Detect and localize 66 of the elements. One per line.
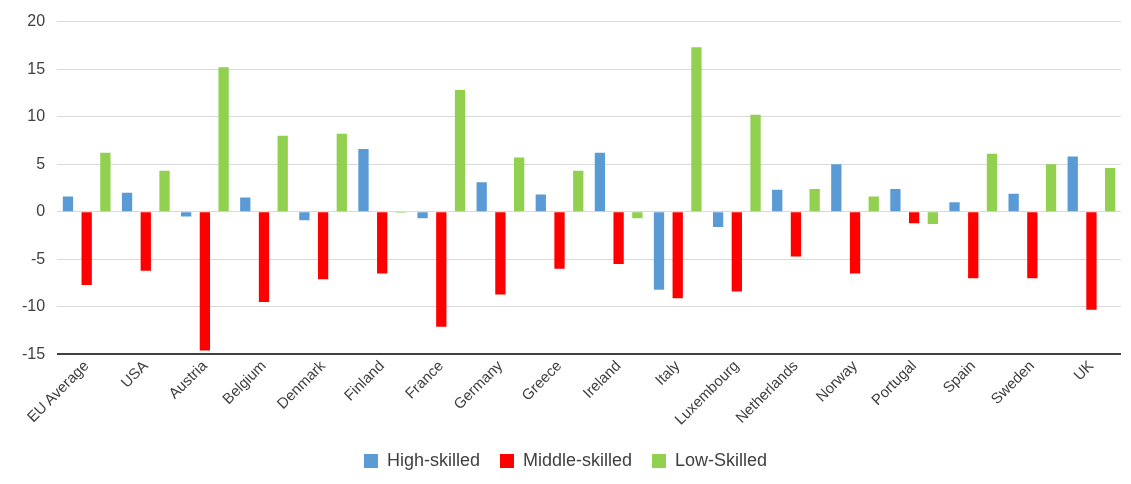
bar <box>554 212 565 269</box>
bar <box>358 148 369 212</box>
bar <box>81 212 92 285</box>
bar <box>1008 193 1019 212</box>
x-tick-label: UK <box>1069 356 1097 384</box>
bar <box>299 212 310 221</box>
bar <box>336 133 347 212</box>
bar <box>121 192 133 212</box>
bar <box>949 202 960 212</box>
bar <box>100 152 111 212</box>
bar <box>258 212 270 303</box>
legend-label: High-skilled <box>386 449 480 470</box>
bar <box>199 212 211 351</box>
bar <box>535 194 546 212</box>
bar <box>476 182 487 212</box>
bar <box>1027 212 1038 279</box>
y-tick-label: 15 <box>27 59 46 77</box>
bar <box>908 212 920 224</box>
legend-label: Low-Skilled <box>675 449 768 470</box>
bar <box>495 212 506 295</box>
y-tick-label: -10 <box>22 297 46 315</box>
bar <box>986 153 998 212</box>
bar <box>691 47 702 212</box>
bar <box>831 164 842 212</box>
y-tick-label: -15 <box>22 344 46 362</box>
bar <box>240 197 251 212</box>
bar <box>968 212 979 279</box>
bar <box>613 212 624 264</box>
bar <box>181 212 192 217</box>
bar <box>1086 212 1097 310</box>
bar <box>159 170 170 212</box>
bar <box>218 67 229 212</box>
bar <box>1045 164 1057 212</box>
bar <box>436 212 447 327</box>
y-tick-label: 20 <box>27 12 46 30</box>
y-tick-label: -5 <box>30 249 46 267</box>
bar <box>513 157 525 212</box>
y-tick-label: 5 <box>36 154 46 172</box>
bar <box>672 212 683 299</box>
bar <box>890 188 901 212</box>
bar <box>653 212 665 290</box>
bar <box>417 212 428 219</box>
bar <box>750 114 761 212</box>
bar <box>849 212 861 274</box>
bar <box>140 212 151 271</box>
bar <box>377 212 388 274</box>
bar <box>454 90 466 212</box>
bar <box>1105 167 1116 212</box>
bar <box>62 196 74 212</box>
y-tick-label: 0 <box>36 202 46 220</box>
bar <box>573 170 584 212</box>
bar <box>790 212 802 257</box>
bar <box>772 189 783 212</box>
legend-label: Middle-skilled <box>522 449 633 470</box>
bar <box>731 212 742 292</box>
bar <box>868 196 879 212</box>
bar <box>632 212 643 219</box>
bar <box>809 188 820 212</box>
x-tick-label: USA <box>117 356 151 391</box>
bar <box>277 135 288 212</box>
bar <box>927 212 938 225</box>
y-tick-label: 10 <box>27 107 46 125</box>
bar <box>1067 156 1078 212</box>
bar <box>317 212 329 280</box>
bar <box>712 212 724 227</box>
bar <box>594 152 606 212</box>
